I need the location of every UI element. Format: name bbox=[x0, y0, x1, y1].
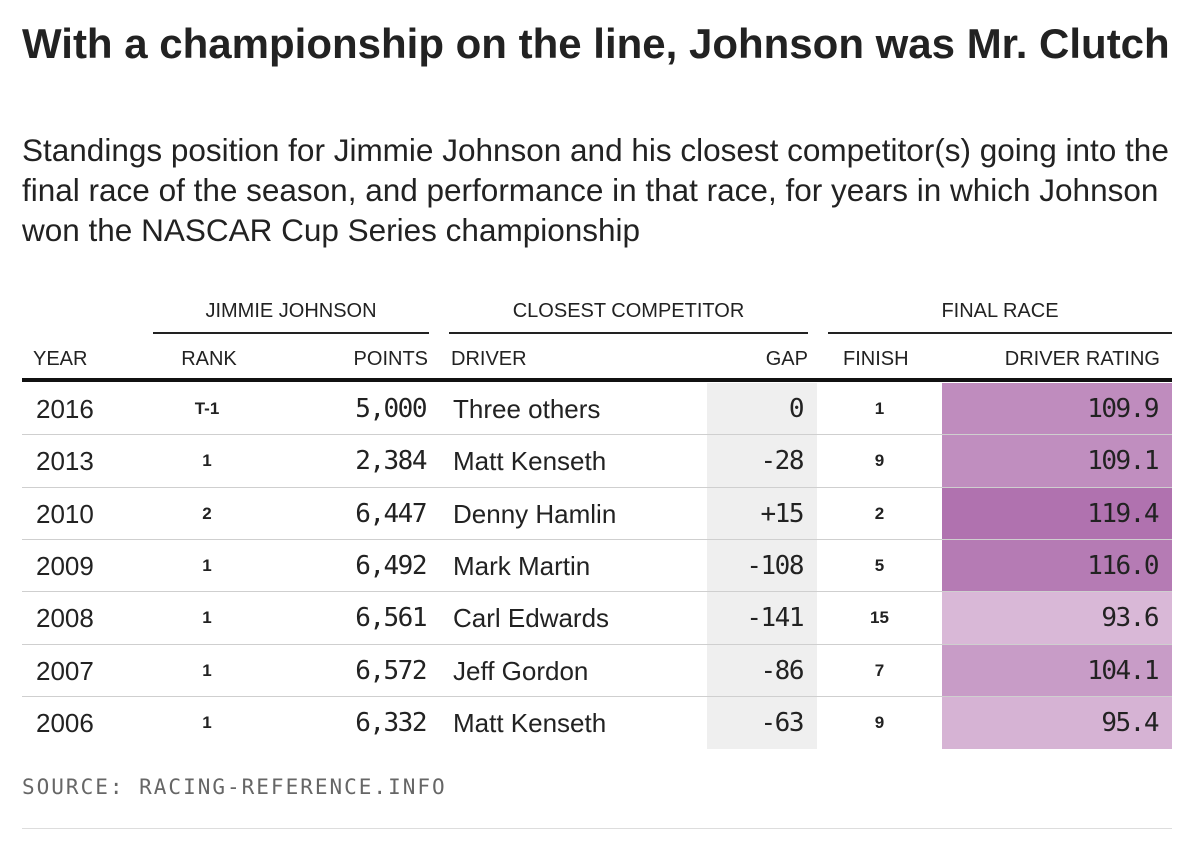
driver-rating-cell: 104.1 bbox=[942, 644, 1172, 697]
column-header-driver: DRIVER bbox=[451, 348, 527, 370]
row-divider bbox=[22, 434, 1172, 436]
driver-cell: Matt Kenseth bbox=[453, 446, 607, 477]
row-divider bbox=[22, 538, 1172, 540]
gap-cell: 0 bbox=[707, 383, 817, 435]
group-header-final-race: FINAL RACE bbox=[828, 300, 1172, 334]
row-divider bbox=[22, 695, 1172, 697]
finish-cell: 2 bbox=[874, 503, 885, 523]
column-header-year: YEAR bbox=[33, 348, 88, 370]
points-cell: 2,384 bbox=[355, 446, 427, 477]
points-cell: 6,447 bbox=[355, 498, 427, 529]
driver-rating-cell: 116.0 bbox=[942, 539, 1172, 592]
finish-cell: 15 bbox=[870, 608, 889, 628]
rank-cell: 1 bbox=[202, 660, 212, 680]
driver-cell: Three others bbox=[453, 394, 601, 424]
row-divider bbox=[22, 486, 1172, 488]
gap-cell: -63 bbox=[707, 696, 817, 749]
finish-cell: 9 bbox=[874, 712, 885, 732]
rank-cell: 1 bbox=[202, 712, 212, 732]
gap-cell: -28 bbox=[707, 435, 817, 488]
driver-cell: Denny Hamlin bbox=[453, 498, 617, 529]
row-divider bbox=[22, 591, 1172, 593]
rank-cell: 1 bbox=[202, 555, 212, 575]
finish-cell: 1 bbox=[874, 399, 885, 418]
gap-cell: -86 bbox=[707, 644, 817, 697]
group-header-closest-competitor: CLOSEST COMPETITOR bbox=[449, 300, 808, 334]
header-rule bbox=[22, 378, 1172, 382]
table-row: 2008 1 6,561 Carl Edwards -141 15 93.6 bbox=[22, 592, 1172, 645]
column-header-points: POINTS bbox=[353, 348, 428, 370]
table-row: 2010 2 6,447 Denny Hamlin +15 2 119.4 bbox=[22, 487, 1172, 540]
table-row: 2013 1 2,384 Matt Kenseth -28 9 109.1 bbox=[22, 435, 1172, 488]
rank-cell: 1 bbox=[202, 451, 212, 471]
year-cell: 2013 bbox=[36, 446, 94, 477]
points-cell: 6,572 bbox=[355, 655, 427, 686]
year-cell: 2010 bbox=[36, 498, 94, 529]
row-divider bbox=[22, 643, 1172, 645]
table-row: 2007 1 6,572 Jeff Gordon -86 7 104.1 bbox=[22, 644, 1172, 697]
driver-cell: Matt Kenseth bbox=[453, 707, 607, 738]
finish-cell: 5 bbox=[874, 555, 885, 575]
column-header-finish: FINISH bbox=[843, 348, 909, 370]
column-header-gap: GAP bbox=[765, 348, 808, 370]
driver-rating-cell: 93.6 bbox=[942, 592, 1172, 645]
year-cell: 2007 bbox=[36, 655, 94, 686]
driver-rating-cell: 109.1 bbox=[942, 435, 1172, 488]
table-row: 2016 T-1 5,000 Three others 0 1 109.9 bbox=[22, 383, 1172, 435]
finish-cell: 9 bbox=[874, 451, 885, 471]
driver-cell: Jeff Gordon bbox=[453, 655, 589, 686]
column-header-rank: RANK bbox=[181, 348, 237, 370]
points-cell: 6,561 bbox=[355, 603, 427, 634]
column-header-driver-rating: DRIVER RATING bbox=[1004, 348, 1160, 370]
driver-cell: Mark Martin bbox=[453, 550, 591, 581]
driver-rating-cell: 95.4 bbox=[942, 696, 1172, 749]
year-cell: 2016 bbox=[36, 394, 94, 424]
year-cell: 2006 bbox=[36, 707, 94, 738]
year-cell: 2008 bbox=[36, 603, 94, 634]
rank-cell: T-1 bbox=[194, 399, 220, 418]
gap-cell: -108 bbox=[707, 539, 817, 592]
year-cell: 2009 bbox=[36, 550, 94, 581]
chart-subtitle: Standings position for Jimmie Johnson an… bbox=[22, 132, 1169, 248]
driver-rating-cell: 119.4 bbox=[942, 487, 1172, 540]
finish-cell: 7 bbox=[874, 660, 885, 680]
footer-rule bbox=[22, 828, 1172, 829]
driver-cell: Carl Edwards bbox=[453, 603, 610, 634]
gap-cell: -141 bbox=[707, 592, 817, 645]
gap-cell: +15 bbox=[707, 487, 817, 540]
points-cell: 5,000 bbox=[355, 394, 427, 424]
table-row: 2006 1 6,332 Matt Kenseth -63 9 95.4 bbox=[22, 696, 1172, 749]
rank-cell: 1 bbox=[202, 608, 212, 628]
points-cell: 6,492 bbox=[355, 550, 427, 581]
chart-title: With a championship on the line, Johnson… bbox=[22, 20, 1170, 67]
table-row: 2009 1 6,492 Mark Martin -108 5 116.0 bbox=[22, 539, 1172, 592]
rank-cell: 2 bbox=[202, 503, 212, 523]
group-header-jimmie-johnson: JIMMIE JOHNSON bbox=[153, 300, 429, 334]
driver-rating-cell: 109.9 bbox=[942, 383, 1172, 435]
points-cell: 6,332 bbox=[355, 707, 427, 738]
source-note: SOURCE: RACING-REFERENCE.INFO bbox=[22, 775, 447, 799]
